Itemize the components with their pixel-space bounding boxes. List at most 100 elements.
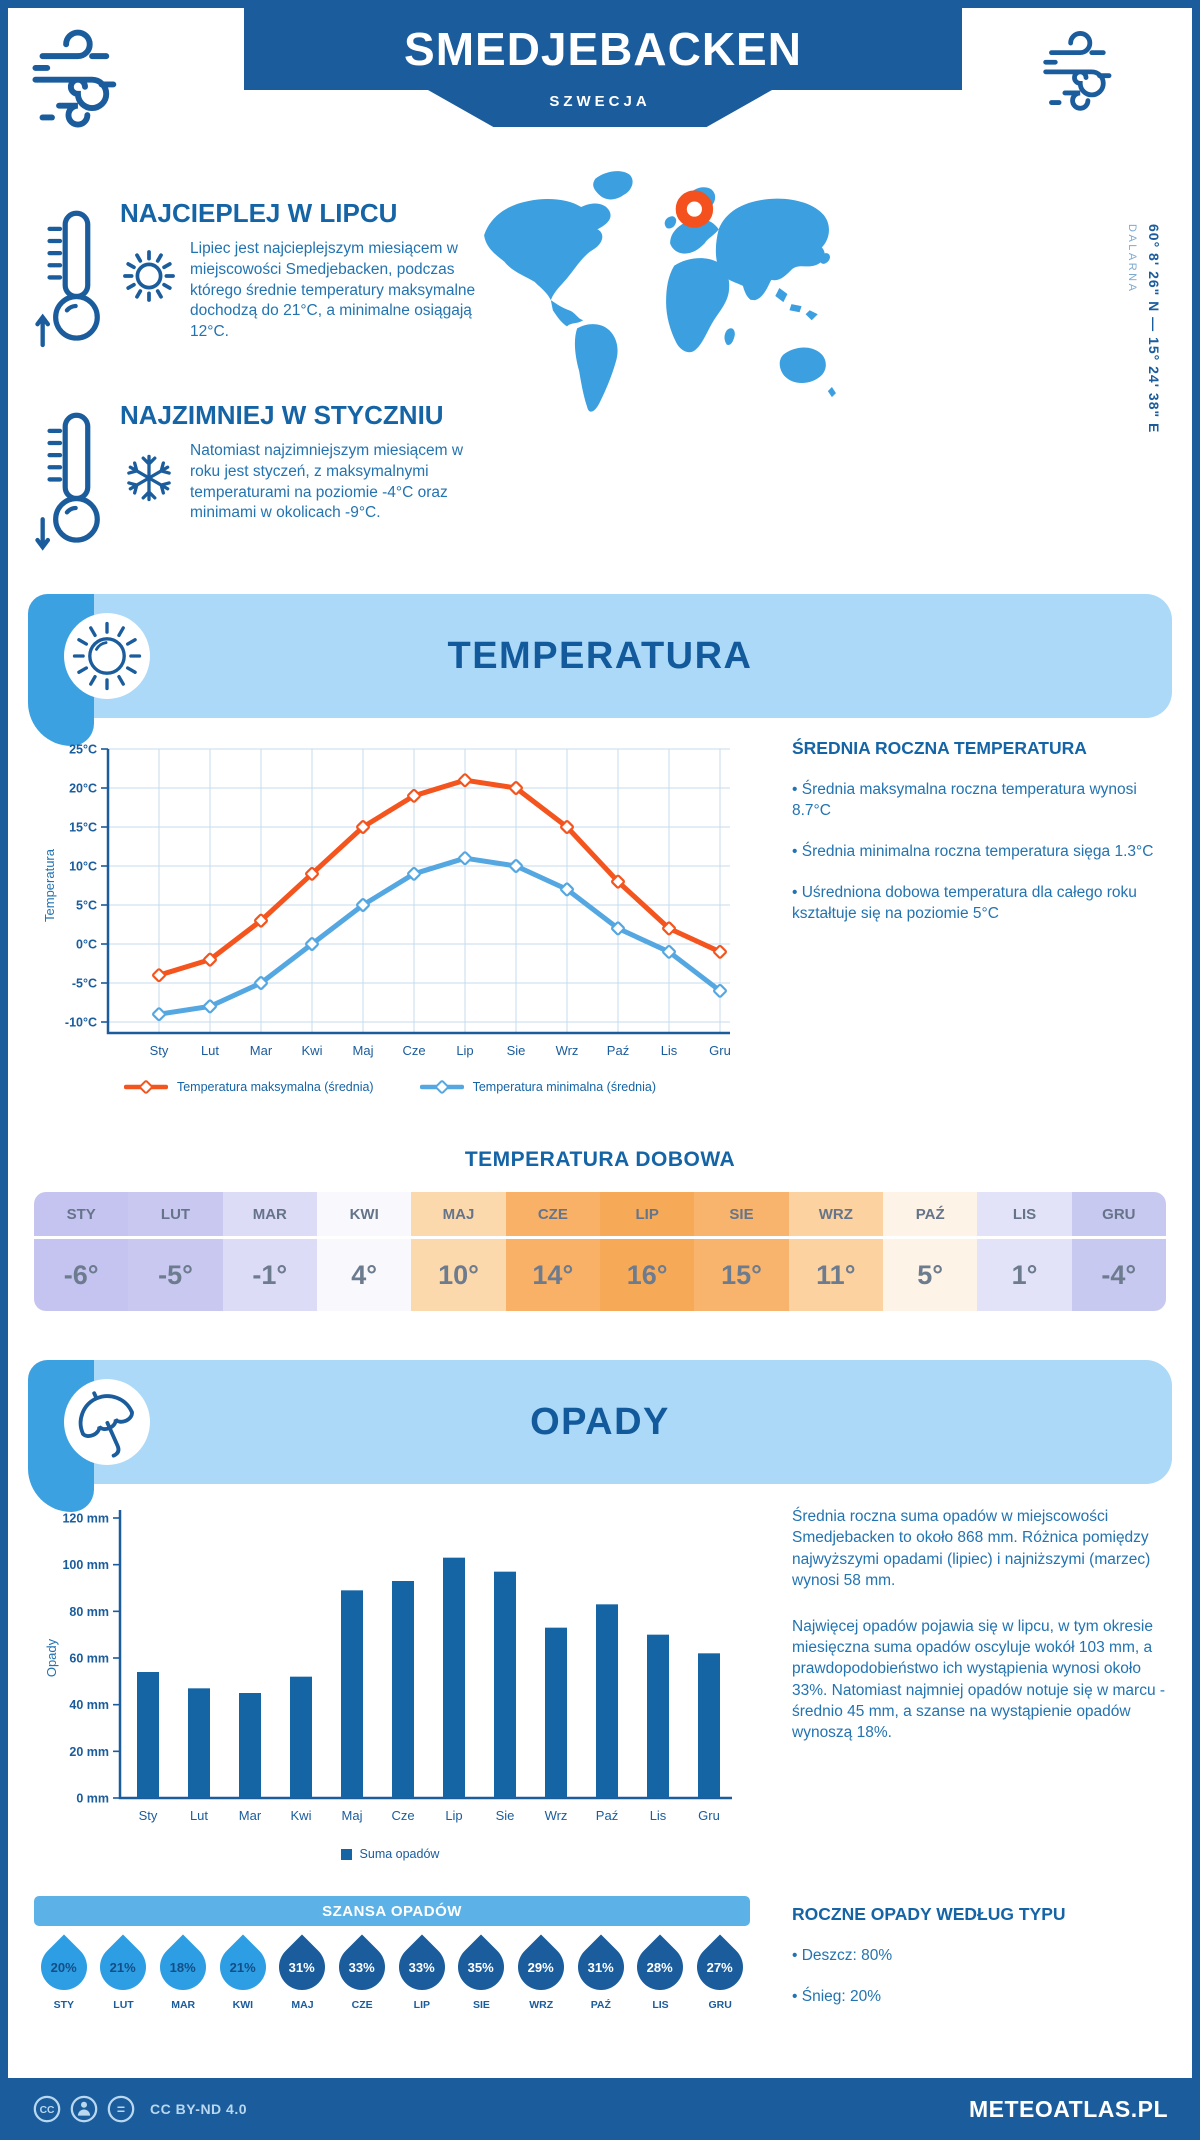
table-temperature-value: 10° <box>411 1239 506 1311</box>
table-month-header: LIS <box>977 1192 1072 1236</box>
license-icons: CC = <box>32 2094 136 2124</box>
precipitation-banner: OPADY <box>28 1360 1172 1512</box>
table-column-MAR: MAR -1° <box>222 1192 317 1311</box>
bar-legend-label: Suma opadów <box>359 1847 440 1861</box>
droplet-icon: 31% <box>269 1934 336 2000</box>
droplet-cell: 21% KWI <box>210 1934 276 2011</box>
license-text: CC BY-ND 4.0 <box>150 2101 248 2117</box>
droplet-icon: 31% <box>568 1934 634 2000</box>
svg-text:Cze: Cze <box>391 1808 414 1823</box>
svg-text:Gru: Gru <box>698 1808 720 1823</box>
svg-text:20°C: 20°C <box>69 782 97 796</box>
table-month-header: SIE <box>694 1192 789 1236</box>
table-month-header: MAJ <box>411 1192 506 1236</box>
header-ribbon: SMEDJEBACKEN <box>244 8 962 90</box>
temperature-line-chart: -10°C -5°C 0°C 5°C 10°C 15°C 20°C 25°C Sty Lut Mar… <box>42 743 731 1059</box>
svg-text:5°C: 5°C <box>76 899 97 913</box>
svg-text:Kwi: Kwi <box>302 1043 323 1058</box>
bullet-item: • Śnieg: 20% <box>792 1988 882 2006</box>
droplet-month-label: GRU <box>708 1999 732 2011</box>
daily-temperature-table: STY -6° LUT -5° MAR -1° KWI 4° MAJ 10° CZE 14° LIP 16… <box>34 1192 1166 1311</box>
droplet-cell: 27% GRU <box>687 1934 753 2011</box>
thermometer-down-icon <box>35 412 100 551</box>
table-temperature-value: 1° <box>977 1239 1072 1311</box>
frame-left <box>0 0 8 2140</box>
temperature-banner: TEMPERATURA <box>28 594 1172 746</box>
droplet-icon: 33% <box>329 1934 395 2000</box>
table-month-header: PAŹ <box>883 1192 978 1236</box>
table-month-header: WRZ <box>788 1192 883 1236</box>
svg-text:Sie: Sie <box>507 1043 526 1058</box>
droplet-month-label: SIE <box>473 1999 490 2011</box>
svg-text:Temperatura: Temperatura <box>42 848 57 922</box>
svg-text:Sty: Sty <box>150 1043 169 1058</box>
svg-text:Sie: Sie <box>496 1808 515 1823</box>
droplet-icon: 21% <box>210 1934 276 2000</box>
droplet-month-label: LIP <box>413 1999 430 2011</box>
svg-text:Maj: Maj <box>353 1043 374 1058</box>
droplet-percentage: 28% <box>647 1959 674 1975</box>
table-temperature-value: -4° <box>1071 1239 1166 1311</box>
annual-temperature-bullets: • Średnia maksymalna roczna temperatura … <box>792 779 1172 924</box>
svg-text:Lip: Lip <box>445 1808 462 1823</box>
svg-text:15°C: 15°C <box>69 821 97 835</box>
line-chart-legend: Temperatura maksymalna (średnia) Temperat… <box>40 1080 740 1094</box>
droplet-cell: 33% CZE <box>329 1934 395 2011</box>
region-text: DALARNA <box>1126 224 1138 294</box>
svg-text:120 mm: 120 mm <box>62 1512 109 1526</box>
droplet-icon: 20% <box>31 1934 97 2000</box>
table-column-LUT: LUT -5° <box>128 1192 223 1311</box>
header-ribbon-tail: SZWECJA <box>428 90 772 127</box>
highlight-coldest-content: NAJZIMNIEJ W STYCZNIU Natomiast najzimni… <box>120 398 488 566</box>
precipitation-types-bullets: • Deszcz: 80% • Śnieg: 20% <box>792 1945 1172 2007</box>
svg-text:Lut: Lut <box>190 1808 208 1823</box>
sun-icon <box>123 250 175 302</box>
svg-text:Lis: Lis <box>650 1808 667 1823</box>
temperature-banner-title: TEMPERATURA <box>447 634 753 677</box>
table-column-LIS: LIS 1° <box>977 1192 1072 1311</box>
droplet-percentage: 29% <box>528 1959 555 1975</box>
table-column-KWI: KWI 4° <box>317 1192 412 1311</box>
droplet-month-label: LIS <box>652 1999 669 2011</box>
legend-item: Temperatura maksymalna (średnia) <box>123 1080 374 1094</box>
highlight-coldest-title: NAJZIMNIEJ W STYCZNIU <box>120 400 444 430</box>
svg-text:Lip: Lip <box>456 1043 473 1058</box>
geo-coordinates: 60° 8' 26" N — 15° 24' 38" E DALARNA <box>1126 224 1162 484</box>
svg-text:0 mm: 0 mm <box>76 1792 109 1806</box>
droplet-cell: 20% STY <box>31 1934 97 2011</box>
droplet-month-label: STY <box>53 1999 75 2011</box>
table-temperature-value: 14° <box>505 1239 600 1311</box>
highlight-warmest-title: NAJCIEPLEJ W LIPCU <box>120 198 398 228</box>
svg-text:Maj: Maj <box>342 1808 363 1823</box>
thermometer-up-icon <box>35 210 100 348</box>
bullet-item: • Uśredniona dobowa temperatura dla całe… <box>792 884 1137 923</box>
sun-banner-icon <box>64 613 150 699</box>
droplet-percentage: 35% <box>468 1959 495 1975</box>
svg-text:-5°C: -5°C <box>72 977 97 991</box>
svg-text:Mar: Mar <box>239 1808 262 1823</box>
droplet-month-label: CZE <box>351 1999 373 2011</box>
svg-text:40 mm: 40 mm <box>69 1698 109 1712</box>
footer: CC = CC BY-ND 4.0 METEOATLAS.PL <box>0 2078 1200 2140</box>
precipitation-summary: Średnia roczna suma opadów w miejscowośc… <box>792 1506 1172 1768</box>
droplet-percentage: 31% <box>587 1959 614 1975</box>
table-temperature-value: -5° <box>128 1239 223 1311</box>
umbrella-icon <box>64 1379 150 1465</box>
droplet-cell: 35% SIE <box>448 1934 515 2011</box>
table-column-WRZ: WRZ 11° <box>788 1192 883 1311</box>
highlight-coldest-text: Natomiast najzimniejszym miesiącem w rok… <box>190 442 464 522</box>
svg-text:80 mm: 80 mm <box>69 1605 109 1619</box>
cc-by-icon <box>70 2095 98 2123</box>
table-month-header: STY <box>34 1192 129 1236</box>
svg-text:Wrz: Wrz <box>556 1043 579 1058</box>
droplet-cell: 33% LIP <box>389 1934 455 2011</box>
droplet-percentage: 21% <box>229 1959 256 1975</box>
table-column-LIP: LIP 16° <box>600 1192 695 1311</box>
table-temperature-value: 4° <box>317 1239 412 1311</box>
droplet-percentage: 33% <box>408 1959 435 1975</box>
svg-text:Gru: Gru <box>709 1043 731 1058</box>
table-column-SIE: SIE 15° <box>694 1192 789 1311</box>
table-temperature-value: 5° <box>883 1239 978 1311</box>
snowflake-icon <box>127 454 171 502</box>
